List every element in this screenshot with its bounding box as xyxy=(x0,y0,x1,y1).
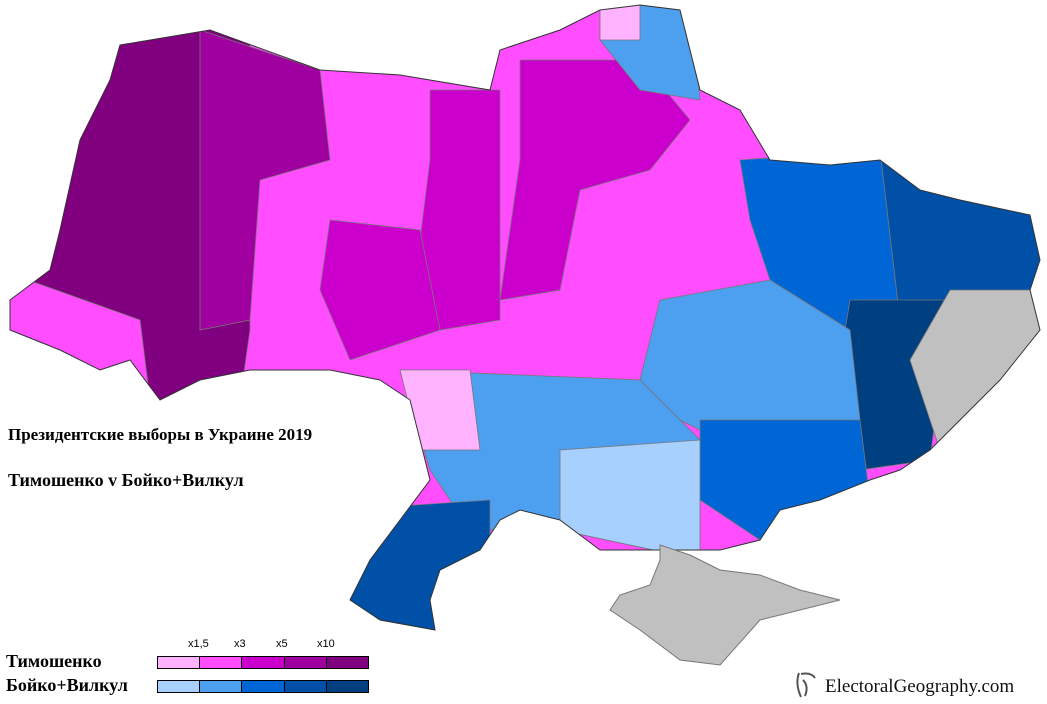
brand-watermark: ElectoralGeography.com xyxy=(825,676,1015,697)
region-center-3 xyxy=(319,219,441,361)
ukraine-outline xyxy=(9,4,1041,631)
electoral-geography-logo-icon xyxy=(796,672,816,698)
legend-bar-tymoshenko xyxy=(157,656,369,669)
region-kherson-light xyxy=(559,439,701,561)
region-chernihiv-light xyxy=(599,5,641,41)
legend-tick: x10 xyxy=(317,638,335,650)
legend-tick: x1,5 xyxy=(188,638,209,650)
legend-label-boyko-vilkul: Бойко+Вилкул xyxy=(6,675,128,695)
legend-label-tymoshenko: Тимошенко xyxy=(6,651,102,671)
legend-bar-boyko-vilkul xyxy=(157,680,369,693)
map-subtitle: Тимошенко v Бойко+Вилкул xyxy=(8,470,244,490)
map-title: Президентские выборы в Украине 2019 xyxy=(8,425,313,444)
region-odesa-south xyxy=(339,499,491,630)
crimea-nodata xyxy=(609,544,841,666)
legend-tick: x3 xyxy=(234,638,246,650)
legend-tick: x5 xyxy=(276,638,288,650)
